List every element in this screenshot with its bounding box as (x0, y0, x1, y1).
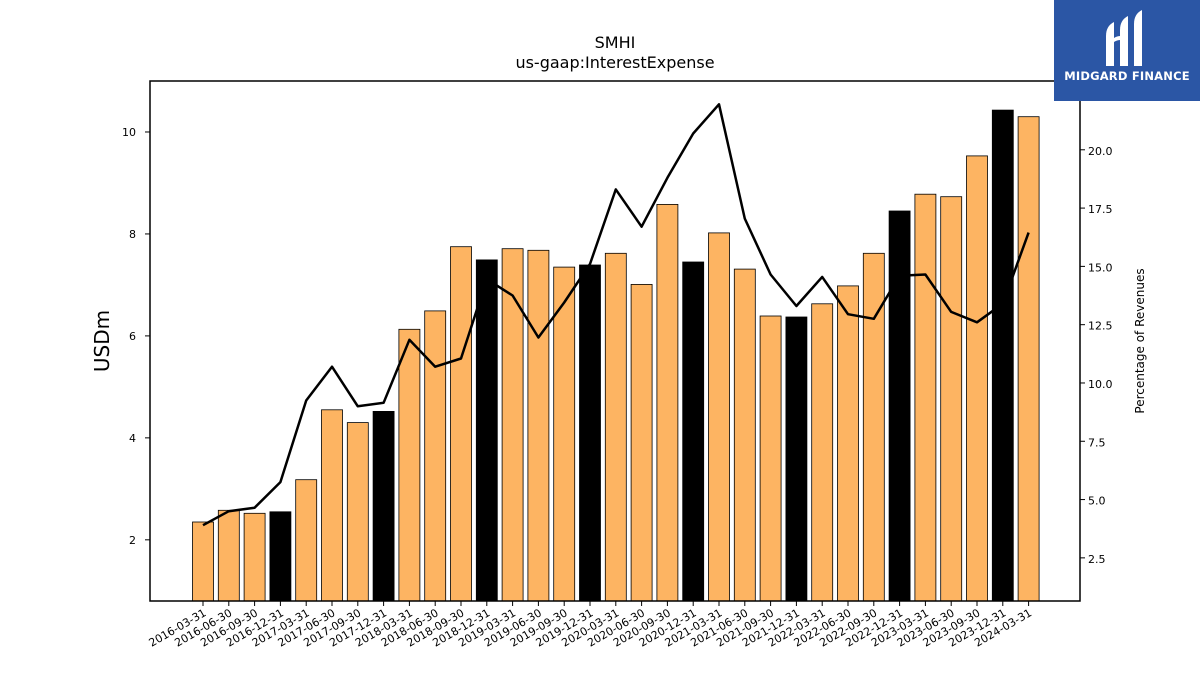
bar-2017-12-31 (372, 410, 395, 602)
bar-2017-09-30 (346, 422, 369, 602)
plot-frame (149, 80, 1081, 602)
x-axis-ticks: 2016-03-312016-06-302016-09-302016-12-31… (147, 601, 1034, 650)
line-series (202, 103, 1030, 527)
y-tick-label: 2 (129, 534, 136, 547)
bar-2016-09-30 (243, 512, 266, 602)
bar-2019-06-30 (527, 249, 550, 602)
bar-2019-09-30 (553, 266, 576, 602)
bar-series (192, 109, 1040, 602)
y2-tick-label: 17.5 (1088, 203, 1113, 216)
bar-2023-09-30 (966, 155, 988, 602)
y-tick-label: 8 (129, 228, 136, 241)
midgard-finance-logo: MIDGARD FINANCE (1054, 0, 1200, 101)
bar-2016-12-31 (269, 511, 292, 602)
bar-2022-06-30 (837, 285, 859, 602)
y2-tick-label: 20.0 (1088, 145, 1113, 158)
bar-2020-03-31 (604, 252, 627, 602)
bar-2021-12-31 (785, 316, 808, 602)
y-tick-label: 10 (122, 126, 136, 139)
bar-2021-06-30 (733, 268, 756, 602)
bar-2023-03-31 (914, 193, 937, 602)
logo-text: MIDGARD FINANCE (1064, 69, 1190, 83)
y2-axis-ticks: 2.5 5.0 7.5 10.0 12.5 15.0 17.5 20.0 (1080, 145, 1113, 566)
y2-tick-label: 5.0 (1088, 495, 1106, 508)
y-axis-label: USDm (90, 310, 114, 372)
y2-tick-label: 10.0 (1088, 378, 1113, 391)
midgard-logo-icon (1106, 10, 1142, 66)
bar-2017-03-31 (295, 479, 318, 602)
y-tick-label: 6 (129, 330, 136, 343)
bar-2021-09-30 (759, 315, 782, 602)
bar-2018-06-30 (424, 310, 447, 602)
bar-2024-03-31 (1017, 116, 1040, 602)
bar-2018-09-30 (450, 246, 472, 602)
bar-2016-03-31 (192, 521, 214, 602)
y2-tick-label: 15.0 (1088, 261, 1113, 274)
bar-2022-03-31 (811, 303, 834, 602)
y2-tick-label: 7.5 (1088, 436, 1106, 449)
bar-2016-06-30 (217, 509, 240, 602)
y-axis-ticks: 2 4 6 8 10 (122, 126, 150, 547)
bar-2019-03-31 (501, 248, 524, 602)
bar-2018-03-31 (398, 328, 421, 602)
y2-tick-label: 2.5 (1088, 553, 1106, 566)
bar-2017-06-30 (321, 409, 343, 602)
percentage-of-revenues-line (202, 103, 1030, 527)
bar-2018-12-31 (475, 259, 498, 602)
bar-2023-06-30 (940, 196, 963, 602)
chart-subtitle: us-gaap:InterestExpense (515, 53, 714, 72)
chart-title: SMHI (595, 33, 636, 52)
y2-axis-label: Percentage of Revenues (1133, 268, 1147, 413)
bar-2023-12-31 (991, 109, 1014, 602)
bar-2019-12-31 (579, 264, 601, 602)
bar-2020-06-30 (630, 283, 653, 602)
bar-2021-03-31 (708, 232, 730, 602)
bar-2022-12-31 (888, 210, 911, 602)
bar-2020-12-31 (682, 261, 705, 602)
bar-2020-09-30 (656, 203, 679, 602)
y-tick-label: 4 (129, 432, 136, 445)
y2-tick-label: 12.5 (1088, 320, 1113, 333)
